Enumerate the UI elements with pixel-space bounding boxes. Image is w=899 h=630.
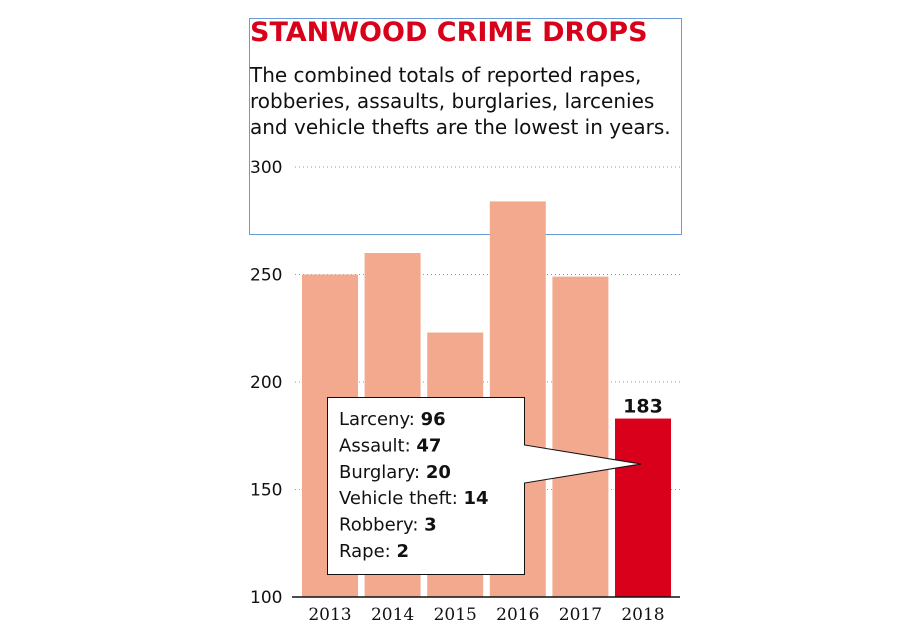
- chart-subtitle-line-2: robberies, assaults, burglaries, larceni…: [250, 89, 654, 113]
- y-tick-label: 300: [250, 158, 282, 178]
- callout-item-label: Burglary:: [339, 462, 426, 483]
- callout-item-value: 3: [424, 515, 437, 536]
- x-tick-label: 2016: [496, 605, 539, 625]
- callout-item: Burglary: 20: [339, 462, 451, 483]
- x-tick-label: 2017: [559, 605, 602, 625]
- callout-item-label: Robbery:: [339, 515, 424, 536]
- callout-item-value: 14: [464, 488, 489, 509]
- callout-item-value: 96: [421, 409, 446, 430]
- x-tick-label: 2018: [621, 605, 664, 625]
- x-tick-label: 2013: [308, 605, 351, 625]
- callout-item: Robbery: 3: [339, 515, 437, 536]
- y-axis-ticks: 100 150 200 250 300: [250, 158, 282, 608]
- chart-title: STANWOOD CRIME DROPS: [250, 17, 648, 48]
- y-tick-label: 200: [250, 373, 282, 393]
- callout-item: Larceny: 96: [339, 409, 446, 430]
- chart-subtitle-line-3: and vehicle thefts are the lowest in yea…: [250, 115, 671, 139]
- bar-2018: [615, 418, 671, 597]
- data-label-2018: 183: [623, 396, 663, 418]
- callout-item-label: Assault:: [339, 435, 416, 456]
- callout-item: Assault: 47: [339, 435, 441, 456]
- callout-item: Vehicle theft: 14: [339, 488, 489, 509]
- x-tick-label: 2014: [371, 605, 414, 625]
- chart-subtitle-line-1: The combined totals of reported rapes,: [249, 63, 641, 87]
- data-labels: 183: [623, 396, 663, 418]
- y-tick-label: 250: [250, 266, 282, 286]
- callout-box: [327, 397, 642, 575]
- y-tick-label: 150: [250, 481, 282, 501]
- x-tick-label: 2015: [434, 605, 477, 625]
- title-box: [249, 18, 682, 235]
- bar-2017: [552, 276, 609, 597]
- x-axis-ticks: 2013 2014 2015 2016 2017 2018: [308, 605, 664, 625]
- callout-item-value: 47: [416, 435, 441, 456]
- callout-item-value: 2: [396, 541, 409, 562]
- callout-item-label: Rape:: [339, 541, 396, 562]
- y-tick-label: 100: [250, 588, 282, 608]
- callout-item-value: 20: [426, 462, 451, 483]
- callout-item-label: Vehicle theft:: [339, 488, 464, 509]
- callout-item: Rape: 2: [339, 541, 409, 562]
- callout-item-label: Larceny:: [339, 409, 421, 430]
